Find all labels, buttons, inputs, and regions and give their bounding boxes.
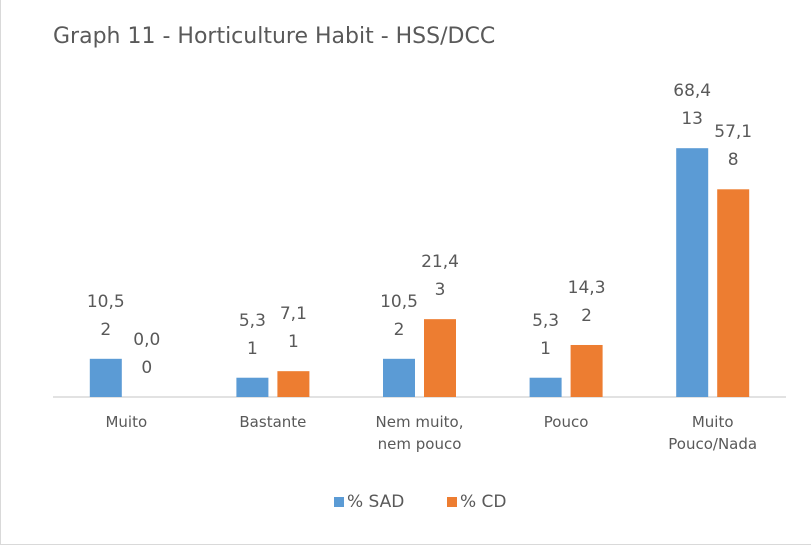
count-label: 2 <box>393 319 405 340</box>
bar <box>529 377 562 397</box>
bar <box>570 344 603 397</box>
count-label: 2 <box>581 305 592 326</box>
x-tick-label: Muito <box>105 413 148 431</box>
bar <box>236 377 269 397</box>
count-label: 1 <box>246 338 258 359</box>
count-label: 8 <box>727 150 739 171</box>
count-label: 0 <box>141 358 153 378</box>
bar <box>89 358 122 397</box>
count-label: 2 <box>100 319 112 340</box>
x-tick-label: Muito Pouco/Nada <box>668 413 758 453</box>
bar <box>277 371 310 397</box>
data-label: 7,1 <box>279 304 307 325</box>
bar <box>383 358 415 397</box>
legend-swatch <box>447 497 457 507</box>
data-label: 0,0 <box>133 330 161 350</box>
x-tick-label: Nem muito, nem pouco <box>375 413 464 453</box>
chart-title: Graph 11 - Horticulture Habit - HSS/DCC <box>53 24 496 49</box>
data-label: 5,3 <box>238 310 266 331</box>
x-tick-label: Bastante <box>239 413 307 431</box>
legend-label: % SAD <box>347 492 405 512</box>
legend-label: % CD <box>460 492 507 512</box>
legend-swatch <box>334 497 344 507</box>
data-label: 14,3 <box>567 277 606 298</box>
bar <box>424 319 456 397</box>
count-label: 3 <box>434 280 446 301</box>
data-label: 21,4 <box>421 252 459 273</box>
data-label: 68,4 <box>673 81 712 102</box>
bar <box>717 189 750 397</box>
data-label: 5,3 <box>532 310 560 331</box>
data-label: 10,5 <box>86 291 125 312</box>
count-label: 1 <box>287 332 299 353</box>
bar <box>676 148 709 397</box>
count-label: 1 <box>540 338 551 359</box>
data-label: 57,1 <box>714 122 753 143</box>
count-label: 13 <box>681 109 703 130</box>
data-label: 10,5 <box>380 291 418 312</box>
x-tick-label: Pouco <box>543 413 589 431</box>
